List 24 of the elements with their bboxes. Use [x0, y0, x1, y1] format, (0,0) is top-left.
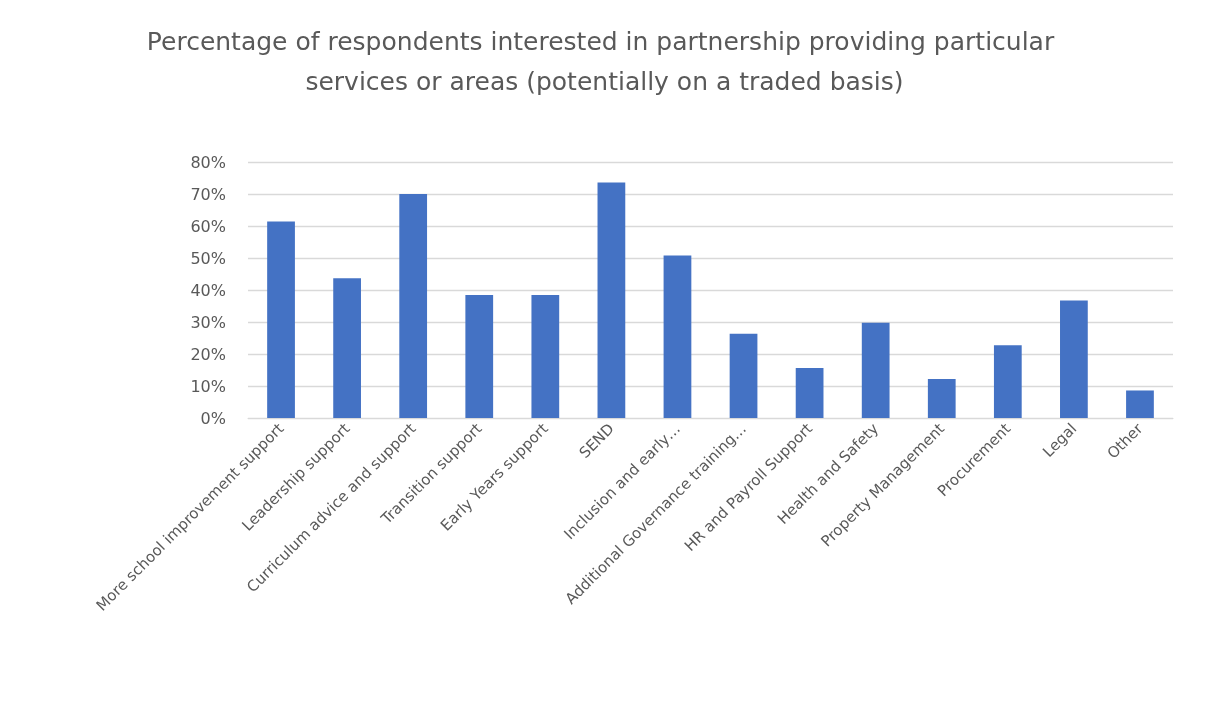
- bar: [993, 345, 1022, 418]
- bar: [927, 378, 956, 418]
- bar: [333, 278, 361, 418]
- bar: [1060, 300, 1088, 418]
- bar: [531, 295, 560, 418]
- bar: [465, 295, 494, 418]
- bar: [267, 221, 295, 418]
- bar: [597, 182, 626, 418]
- y-tick-label: 80%: [190, 152, 226, 172]
- y-tick-label: 10%: [190, 376, 226, 396]
- bar: [1126, 390, 1154, 418]
- chart-title: Percentage of respondents interested in partnership providing particular services or areas (potentially on a traded basis): [146, 26, 1063, 96]
- bar: [795, 368, 824, 418]
- y-tick-label: 50%: [190, 248, 226, 268]
- y-tick-label: 30%: [190, 312, 226, 332]
- y-tick-label: 40%: [190, 280, 226, 300]
- bar: [729, 333, 758, 418]
- y-tick-label: 70%: [190, 184, 226, 204]
- bar: [663, 255, 692, 418]
- bar: [861, 322, 890, 418]
- y-tick-label: 0%: [200, 408, 226, 428]
- y-tick-label: 20%: [190, 344, 226, 364]
- y-tick-label: 60%: [190, 216, 226, 236]
- bar: [399, 194, 428, 418]
